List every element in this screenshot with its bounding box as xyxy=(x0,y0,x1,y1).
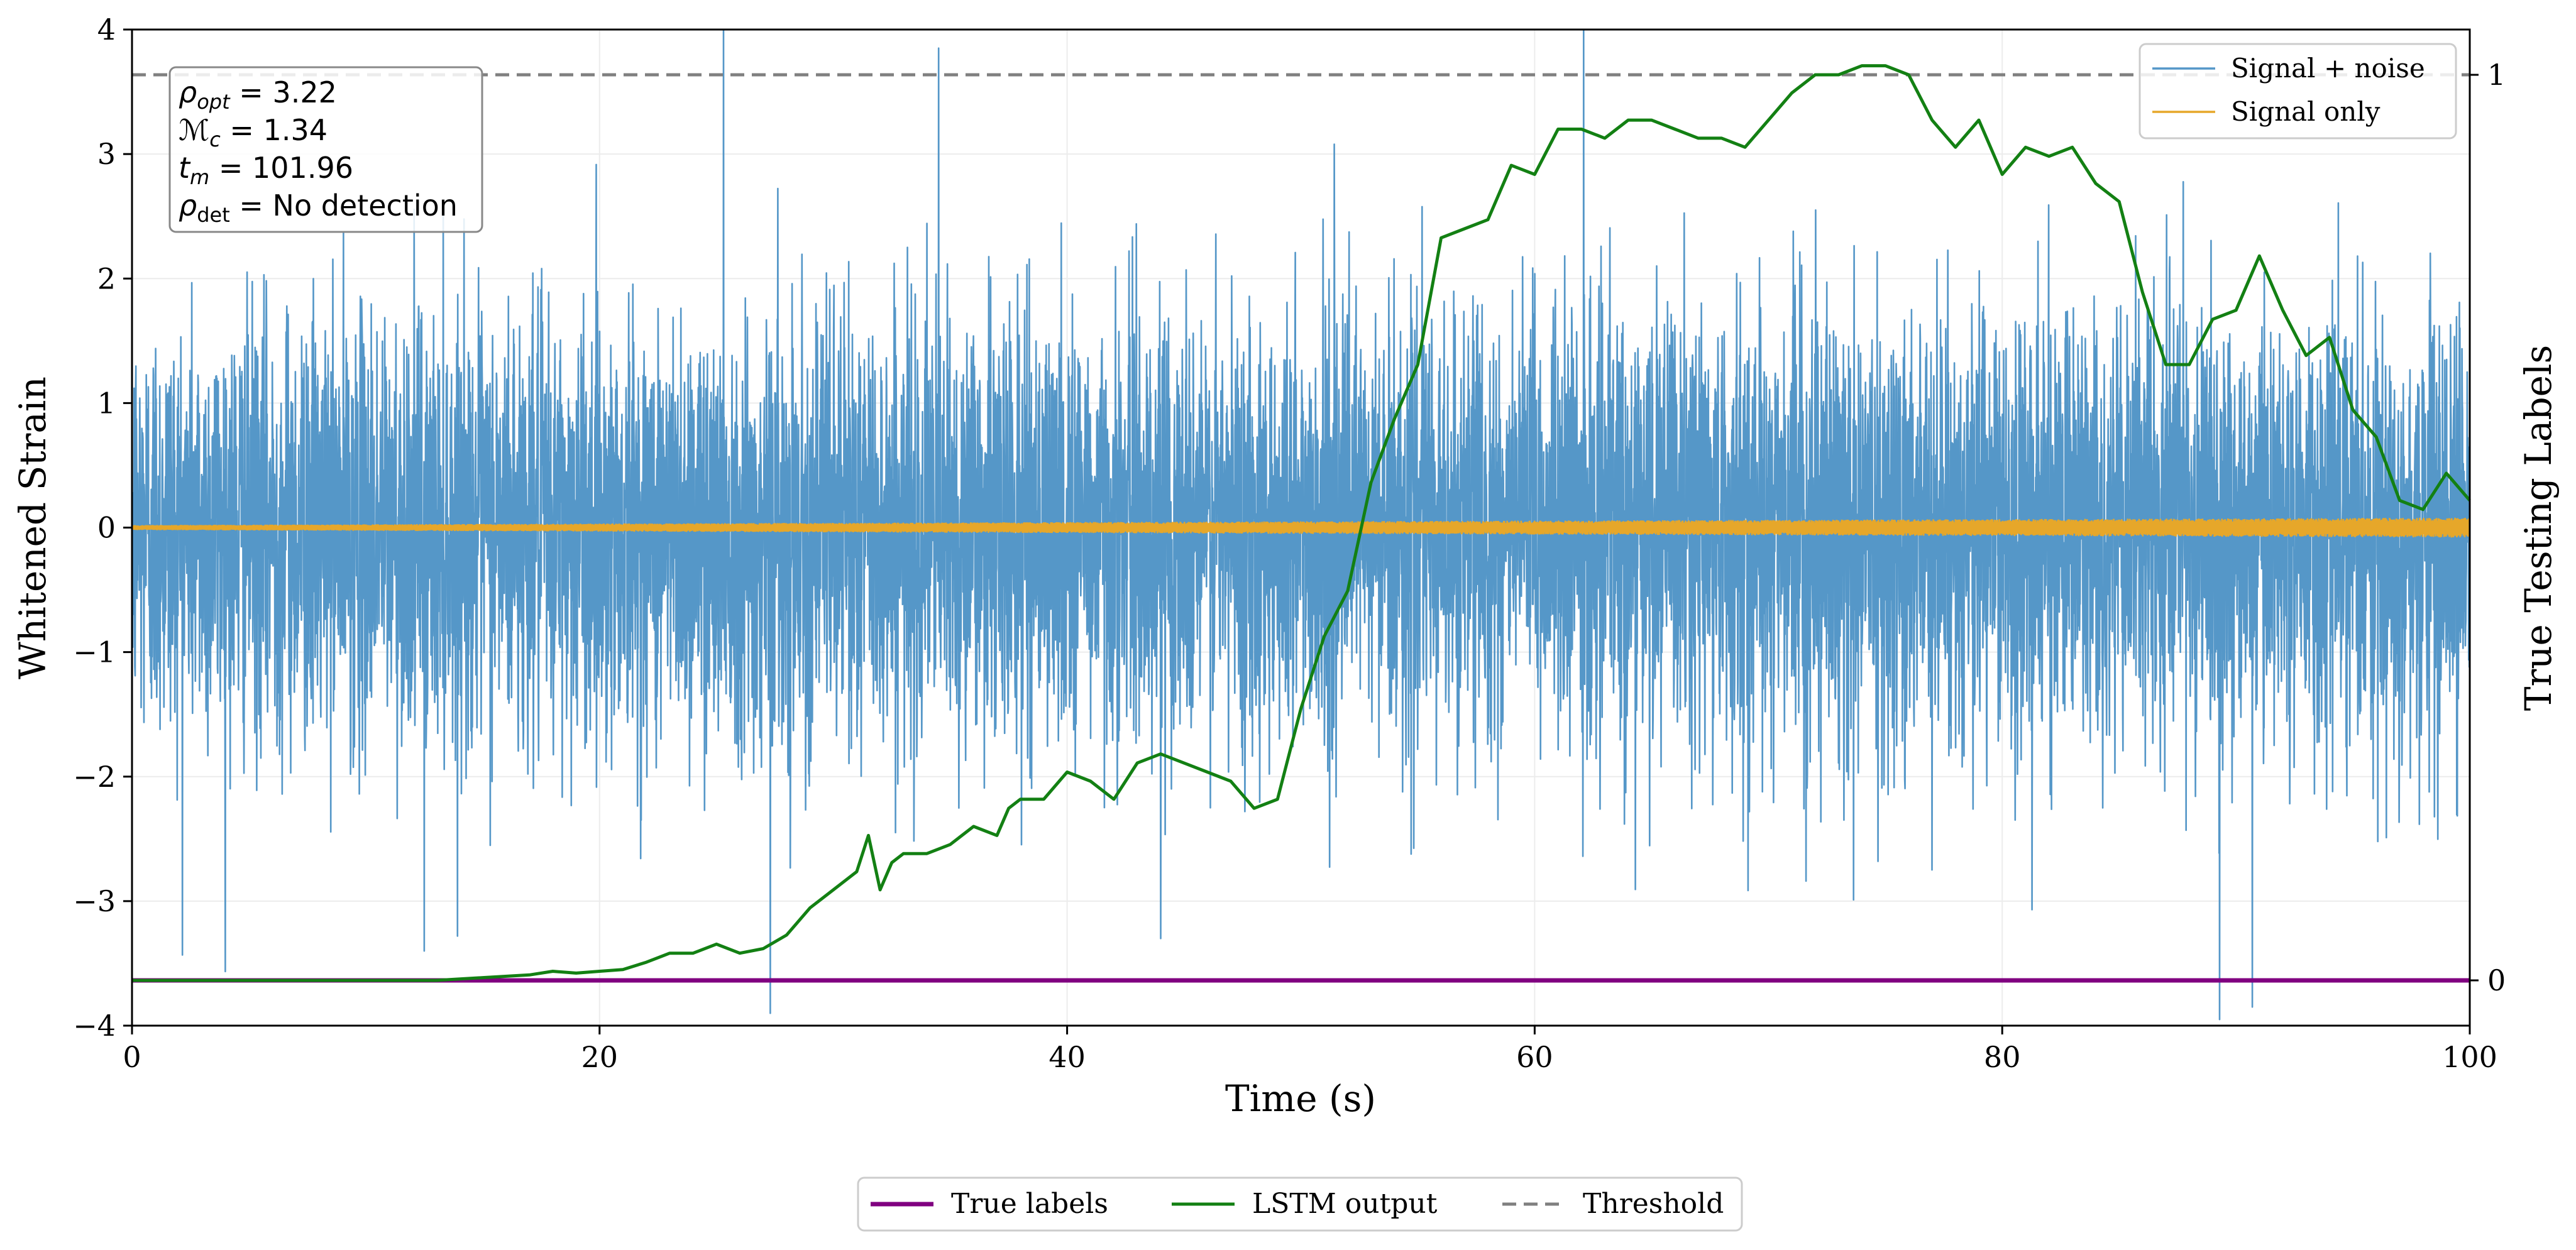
x-tick-label: 60 xyxy=(1516,1040,1553,1074)
legend-bottom: True labels LSTM output Threshold xyxy=(857,1176,1743,1232)
y-tick-label: 1 xyxy=(97,386,116,420)
annotation-chirp-mass: ℳc = 1.34 xyxy=(179,113,328,151)
x-tick-label: 40 xyxy=(1049,1040,1086,1074)
legend-label-lstm-output: LSTM output xyxy=(1252,1188,1438,1220)
legend-label-signal-only: Signal only xyxy=(2231,96,2381,127)
y-tick-label: 3 xyxy=(97,137,116,171)
y-tick-label: 0 xyxy=(97,511,116,545)
x-axis-label: Time (s) xyxy=(1225,1077,1376,1120)
legend-top: Signal + noise Signal only xyxy=(2138,43,2457,140)
x-tick-label: 20 xyxy=(581,1040,619,1074)
x-axis-ticks: 0 20 40 60 80 100 xyxy=(123,1026,2497,1074)
x-tick-label: 100 xyxy=(2442,1040,2497,1074)
legend-label-signal-plus-noise: Signal + noise xyxy=(2231,53,2425,84)
y2-tick-label: 0 xyxy=(2487,963,2506,997)
y2-tick-label: 1 xyxy=(2487,58,2506,92)
y-tick-label: −4 xyxy=(73,1009,116,1043)
y2-axis-label: True Testing Labels xyxy=(2517,345,2560,711)
y-tick-label: 2 xyxy=(97,261,116,295)
series-signal-plus-noise xyxy=(131,28,2471,1021)
annotation-rho-det: ρdet = No detection xyxy=(179,189,458,227)
legend-label-threshold: Threshold xyxy=(1583,1188,1724,1220)
y2-axis-ticks: 01 xyxy=(2470,58,2506,997)
legend-label-true-labels: True labels xyxy=(951,1188,1108,1220)
annotation-box: ρopt = 3.22 ℳc = 1.34 tm = 101.96 ρdet =… xyxy=(168,66,483,233)
y-tick-label: −3 xyxy=(73,884,116,918)
annotation-rho-opt: ρopt = 3.22 xyxy=(179,75,337,114)
annotation-merger-time: tm = 101.96 xyxy=(179,151,353,189)
y-tick-label: −2 xyxy=(73,760,116,794)
series-lstm-output xyxy=(132,64,2471,982)
x-tick-label: 80 xyxy=(1984,1040,2021,1074)
y-tick-label: 4 xyxy=(97,13,116,47)
y-axis-ticks: −4 −3 −2 −1 0 1 2 3 4 xyxy=(73,13,132,1043)
x-tick-label: 0 xyxy=(123,1040,141,1074)
y-tick-label: −1 xyxy=(73,635,116,669)
y-axis-label: Whitened Strain xyxy=(11,376,54,679)
series-signal-only xyxy=(131,517,2471,538)
